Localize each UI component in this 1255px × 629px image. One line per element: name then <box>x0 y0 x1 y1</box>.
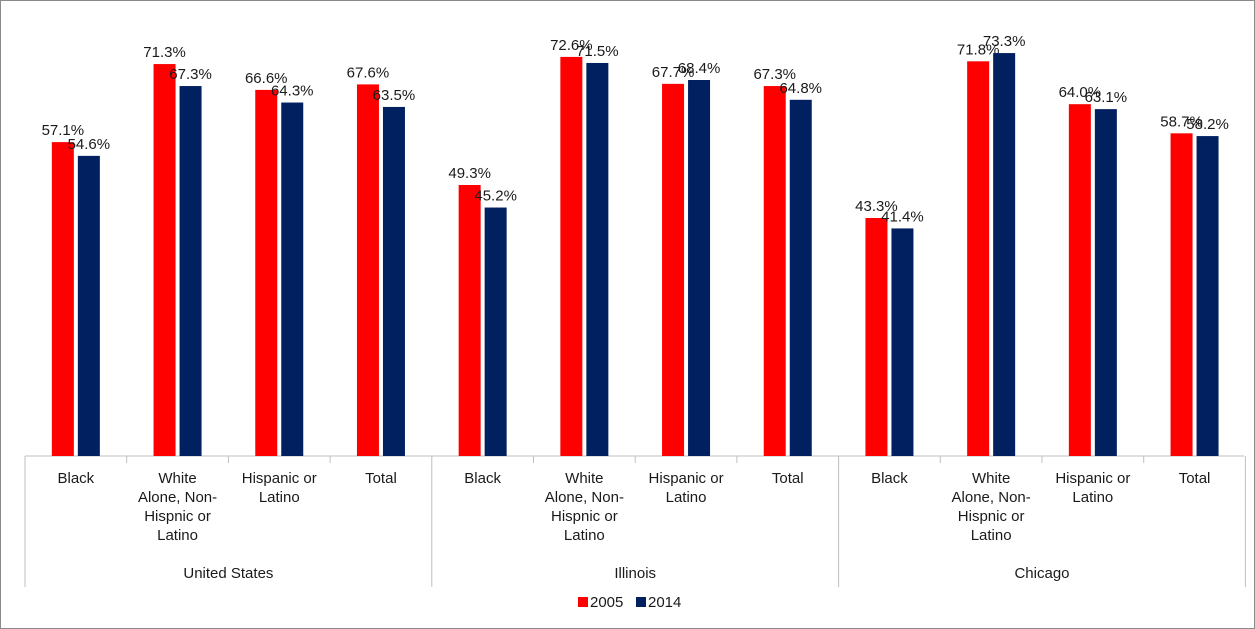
bar-2014-1 <box>179 86 202 456</box>
category-label-line: Latino <box>666 489 707 506</box>
bar-2005-3 <box>356 84 379 456</box>
data-label: 71.8% <box>957 41 1000 58</box>
data-label: 67.6% <box>347 64 390 81</box>
data-label: 57.1% <box>42 122 85 139</box>
bar-2014-10 <box>1094 109 1117 457</box>
legend-swatch-2014 <box>636 597 646 607</box>
bar-2005-8 <box>865 217 888 456</box>
bar-2014-4 <box>484 207 507 456</box>
legend-swatch-2005 <box>578 597 588 607</box>
data-label: 43.3% <box>855 198 898 215</box>
category-label-line: Hispnic or <box>958 508 1025 525</box>
bar-2014-11 <box>1196 136 1219 457</box>
category-label: Total <box>1179 470 1211 487</box>
category-label-line: Black <box>464 470 501 487</box>
data-label: 64.3% <box>271 83 314 100</box>
category-label-line: Total <box>1179 470 1211 487</box>
data-label: 72.6% <box>550 37 593 54</box>
data-label: 54.6% <box>68 136 111 153</box>
bar-2005-2 <box>255 89 278 456</box>
bar-2014-2 <box>281 102 304 456</box>
category-label-line: Latino <box>1072 489 1113 506</box>
data-label: 71.3% <box>143 44 186 61</box>
bar-2005-9 <box>967 61 990 456</box>
bar-2014-7 <box>789 99 812 456</box>
category-label: Black <box>58 470 95 487</box>
category-label: Black <box>871 470 908 487</box>
category-label: White Alone, Non- Hispnic or Latino <box>952 470 1031 544</box>
data-label: 68.4% <box>678 60 721 77</box>
category-label: Hispanic or Latino <box>649 470 724 506</box>
bar-2014-3 <box>382 106 405 457</box>
category-label-line: Latino <box>259 489 300 506</box>
legend-label: 2005 <box>590 594 623 611</box>
data-label: 63.1% <box>1085 89 1128 106</box>
data-label: 41.4% <box>881 208 924 225</box>
category-label-line: Black <box>58 470 95 487</box>
data-label: 45.2% <box>474 188 517 205</box>
bar-2014-8 <box>891 228 914 456</box>
data-label: 67.7% <box>652 64 695 81</box>
category-label-line: Total <box>772 470 804 487</box>
category-label: White Alone, Non- Hispnic or Latino <box>545 470 624 544</box>
category-label-line: Black <box>871 470 908 487</box>
bar-2005-0 <box>51 142 74 456</box>
data-label: 58.7% <box>1160 113 1203 130</box>
data-label: 67.3% <box>169 66 212 83</box>
bar-2005-1 <box>153 64 176 456</box>
data-label: 64.0% <box>1059 84 1102 101</box>
category-label-line: Hispnic or <box>551 508 618 525</box>
bar-2005-7 <box>763 86 786 456</box>
category-label-line: Total <box>365 470 397 487</box>
category-label-line: White <box>158 470 196 487</box>
data-label: 49.3% <box>448 165 491 182</box>
bar-2014-5 <box>586 62 609 456</box>
category-label: Black <box>464 470 501 487</box>
category-label: Hispanic or Latino <box>242 470 317 506</box>
category-label-line: Alone, Non- <box>138 489 217 506</box>
group-label: Chicago <box>1014 565 1069 582</box>
category-label: White Alone, Non- Hispnic or Latino <box>138 470 217 544</box>
bar-2005-4 <box>458 184 481 456</box>
category-label-line: Latino <box>564 527 605 544</box>
data-label: 71.5% <box>576 43 619 60</box>
category-label-line: Hispanic or <box>1055 470 1130 487</box>
data-label: 73.3% <box>983 33 1026 50</box>
category-label-line: White <box>972 470 1010 487</box>
category-label-line: White <box>565 470 603 487</box>
category-label-line: Alone, Non- <box>545 489 624 506</box>
bar-2014-9 <box>993 53 1016 457</box>
category-label-line: Hispnic or <box>144 508 211 525</box>
bar-2014-0 <box>77 155 100 456</box>
category-label-line: Hispanic or <box>649 470 724 487</box>
bar-2005-11 <box>1170 133 1193 456</box>
category-label-line: Hispanic or <box>242 470 317 487</box>
data-label: 58.2% <box>1186 116 1229 133</box>
group-label: Illinois <box>614 565 656 582</box>
data-label: 66.6% <box>245 70 288 87</box>
category-label: Total <box>365 470 397 487</box>
category-label-line: Latino <box>971 527 1012 544</box>
legend-label: 2014 <box>648 594 681 611</box>
bar-2005-10 <box>1068 104 1091 456</box>
data-label: 67.3% <box>753 66 796 83</box>
data-label: 64.8% <box>779 80 822 97</box>
category-label: Total <box>772 470 804 487</box>
bar-2005-6 <box>662 83 685 457</box>
group-label: United States <box>183 565 273 582</box>
category-label: Hispanic or Latino <box>1055 470 1130 506</box>
data-label: 63.5% <box>373 87 416 104</box>
category-label-line: Latino <box>157 527 198 544</box>
bar-2014-6 <box>688 80 711 457</box>
category-label-line: Alone, Non- <box>952 489 1031 506</box>
bar-2005-5 <box>560 56 583 457</box>
